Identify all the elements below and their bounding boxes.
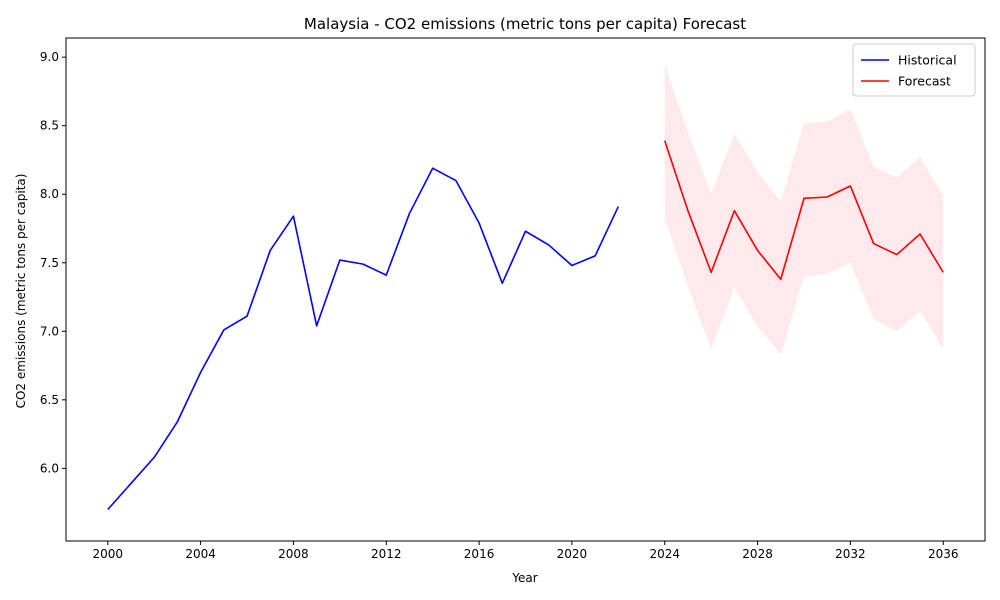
x-axis-label: Year — [511, 571, 537, 585]
y-tick-label: 7.0 — [40, 324, 59, 338]
forecast-confidence-band — [664, 64, 944, 355]
legend-label-forecast: Forecast — [898, 74, 951, 89]
legend-label-historical: Historical — [898, 53, 957, 68]
y-tick-label: 7.5 — [40, 256, 59, 270]
x-tick-label: 2016 — [464, 547, 495, 561]
y-tick-label: 8.0 — [40, 187, 59, 201]
legend: Historical Forecast — [852, 43, 976, 97]
x-tick-label: 2000 — [92, 547, 123, 561]
y-tick-label: 6.5 — [40, 393, 59, 407]
x-tick-label: 2028 — [742, 547, 773, 561]
x-tick-label: 2020 — [557, 547, 588, 561]
chart-title: Malaysia - CO2 emissions (metric tons pe… — [304, 15, 746, 33]
x-tick-label: 2012 — [371, 547, 402, 561]
y-tick-label: 6.0 — [40, 461, 59, 475]
y-axis-label: CO2 emissions (metric tons per capita) — [14, 174, 28, 409]
x-tick-label: 2008 — [278, 547, 309, 561]
x-tick-label: 2032 — [835, 547, 866, 561]
y-tick-label: 8.5 — [40, 119, 59, 133]
x-tick-label: 2036 — [928, 547, 959, 561]
x-tick-label: 2024 — [649, 547, 680, 561]
series-line-historical — [107, 167, 620, 511]
y-tick-label: 9.0 — [40, 50, 59, 64]
plot-area: 2000 2004 2008 2012 2016 2020 2024 2028 2032 2036… — [40, 37, 986, 561]
legend-box — [852, 43, 976, 97]
x-tick-label: 2004 — [185, 547, 216, 561]
series-line-forecast — [663, 140, 944, 281]
axes-frame — [65, 37, 986, 542]
